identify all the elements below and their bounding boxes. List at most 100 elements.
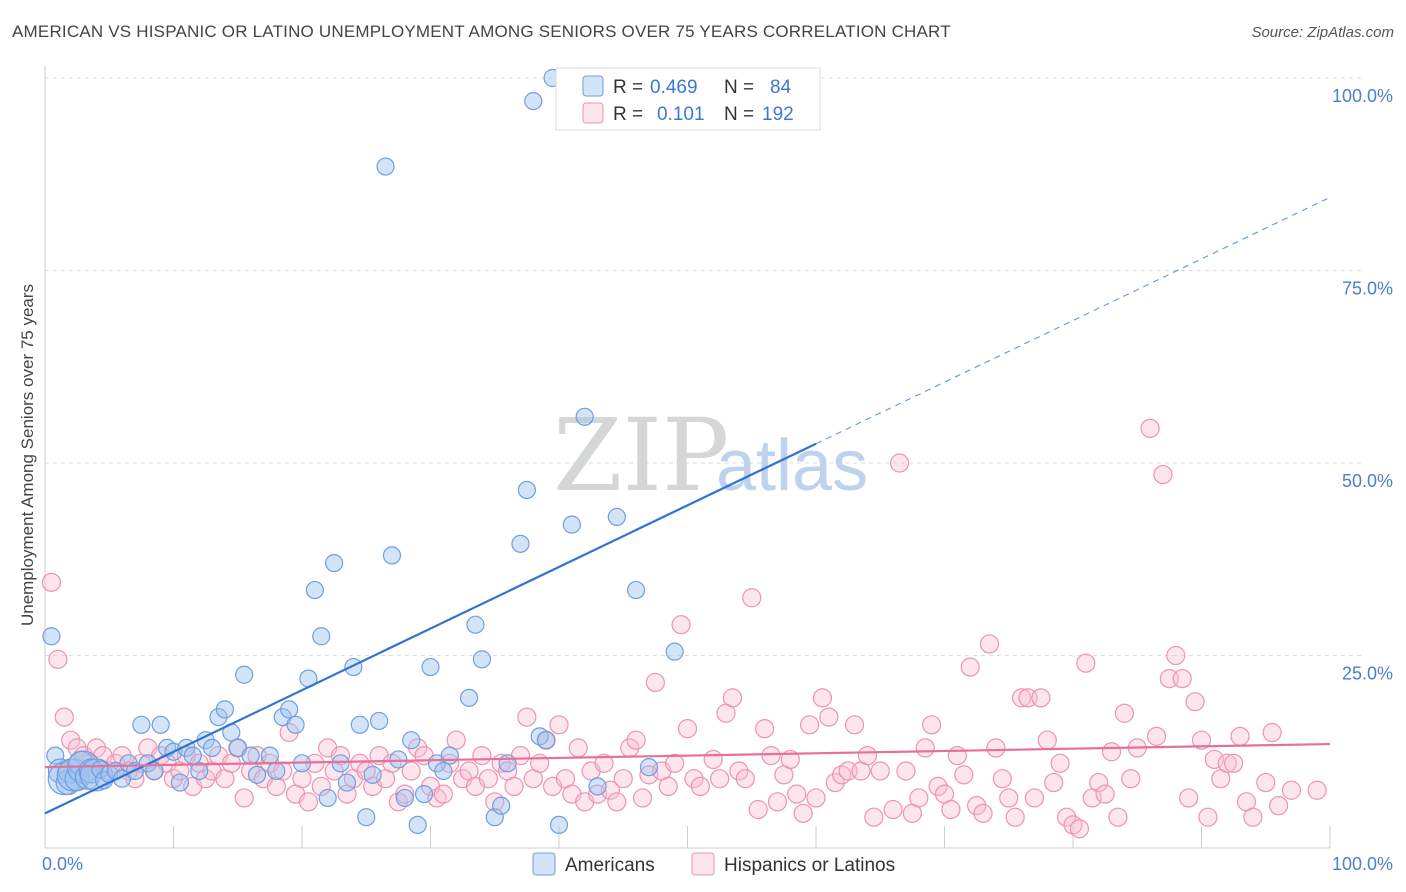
hispanic-point [722, 688, 743, 708]
hispanic-point [1172, 668, 1192, 689]
hispanic-point [350, 753, 370, 773]
hispanic-point [401, 761, 421, 781]
y-tick-label-75: 75.0% [1342, 279, 1393, 299]
american-point [151, 715, 170, 734]
hispanic-point [812, 688, 833, 708]
hispanic-point [896, 761, 916, 781]
legend-n-value-americans: 84 [770, 77, 792, 98]
hispanic-point [665, 753, 685, 773]
legend-n-value-hispanics: 192 [762, 104, 794, 125]
hispanic-point [1121, 769, 1141, 789]
hispanic-point [1198, 807, 1218, 827]
stats-legend: R = 0.469 N = 84 R = 0.101 N = 192 [555, 67, 821, 131]
hispanic-point [549, 715, 569, 735]
american-point [337, 773, 357, 792]
hispanic-point [684, 769, 704, 789]
hispanic-point [979, 634, 1000, 654]
hispanic-point [1166, 645, 1186, 666]
american-point [575, 407, 594, 426]
american-point [588, 777, 607, 796]
american-point [190, 761, 209, 781]
american-point [459, 688, 479, 707]
hispanic-point [472, 745, 492, 766]
hispanic-point [1153, 464, 1173, 485]
hispanic-point [1140, 418, 1160, 438]
hispanic-point [298, 792, 319, 812]
american-point [183, 746, 202, 765]
hispanic-points [41, 418, 1327, 839]
hispanic-point [626, 730, 646, 750]
legend-swatch-hispanics [582, 102, 604, 124]
x-tick-label-100: 100.0% [1332, 854, 1393, 874]
hispanic-point [1076, 653, 1096, 673]
legend-label-americans: Americans [565, 855, 655, 876]
american-point [235, 665, 254, 684]
american-point [145, 761, 164, 781]
hispanic-point [754, 719, 775, 739]
american-point [267, 761, 286, 781]
american-point [331, 754, 350, 773]
american-point [511, 534, 530, 553]
hispanic-point [992, 769, 1012, 789]
hispanic-point [1179, 788, 1199, 808]
american-point [325, 553, 344, 573]
hispanic-point [292, 769, 312, 789]
hispanic-point [799, 715, 820, 735]
american-point [241, 746, 260, 765]
american-point [247, 765, 267, 784]
american-point [639, 758, 659, 777]
american-point [382, 546, 402, 565]
american-point [170, 773, 190, 792]
american-point [318, 788, 337, 808]
hispanic-point [999, 788, 1019, 808]
american-point [537, 731, 556, 750]
american-point [434, 761, 453, 781]
american-point [414, 784, 434, 804]
american-point [562, 515, 581, 534]
american-point [485, 808, 504, 827]
hispanic-point [1044, 772, 1064, 793]
american-point [524, 91, 543, 111]
x-tick-label-0: 0.0% [42, 854, 83, 874]
american-point [517, 480, 536, 500]
hispanic-point [67, 738, 87, 758]
american-point [440, 746, 459, 765]
y-tick-label-50: 50.0% [1342, 471, 1393, 491]
hispanic-point [915, 738, 935, 758]
legend-r-label-hispanics: R = [613, 104, 643, 125]
american-point [402, 731, 421, 750]
hispanic-point [1037, 730, 1057, 750]
hispanic-point [1204, 749, 1224, 770]
hispanic-point [864, 807, 884, 827]
hispanic-point [41, 572, 62, 592]
hispanic-point [1031, 688, 1051, 708]
american-point [260, 746, 279, 765]
american-point [472, 650, 491, 669]
hispanic-point [613, 769, 633, 789]
hispanic-point [870, 761, 890, 781]
hispanic-point [1224, 753, 1244, 773]
hispanic-point [928, 776, 948, 797]
american-point [492, 796, 511, 815]
hispanic-point [632, 788, 653, 808]
american-point [350, 715, 369, 734]
legend-n-label-hispanics: N = [724, 104, 754, 125]
american-points [42, 68, 684, 835]
hispanic-point [690, 776, 710, 797]
hispanic-point [639, 765, 659, 785]
hispanic-point [922, 715, 942, 735]
hispanic-point [433, 784, 453, 804]
hispanic-point [1005, 807, 1025, 827]
hispanic-point [1256, 772, 1276, 793]
legend-n-label-americans: N = [724, 77, 754, 98]
hispanic-point [787, 784, 807, 804]
hispanic-point [1191, 730, 1212, 750]
american-point [607, 507, 626, 527]
source-label: Source: ZipAtlas.com [1251, 24, 1394, 41]
legend-label-hispanics: Hispanics or Latinos [724, 855, 895, 876]
hispanic-point [234, 788, 254, 808]
hispanic-point [703, 749, 723, 770]
hispanic-point [909, 788, 929, 808]
american-point [395, 788, 414, 808]
